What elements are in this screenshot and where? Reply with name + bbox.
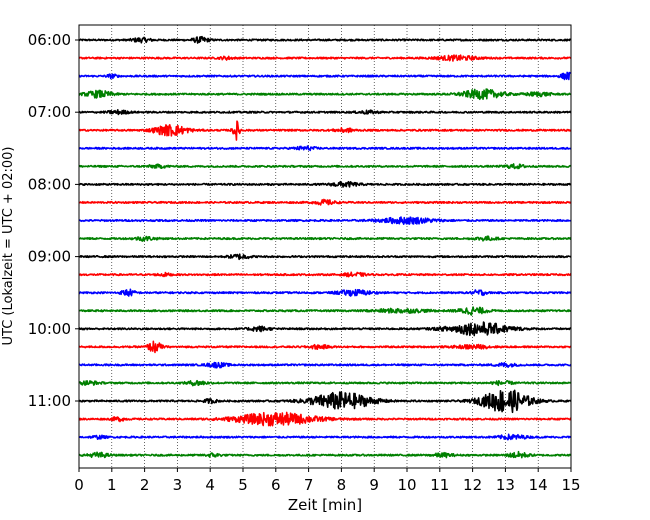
x-tick-label: 9 xyxy=(369,476,379,494)
seismogram-trace-20 xyxy=(79,389,571,414)
y-axis-ticks: 06:00 07:00 08:00 09:00 10:00 11:00 xyxy=(28,31,79,410)
x-tick-label: 6 xyxy=(271,476,281,494)
y-tick-label: 08:00 xyxy=(28,175,71,193)
x-tick-label: 5 xyxy=(238,476,248,494)
seismogram-trace-5 xyxy=(79,120,571,141)
y-tick-label: 09:00 xyxy=(28,248,71,266)
seismogram-trace-14 xyxy=(79,288,571,297)
x-tick-label: 2 xyxy=(140,476,150,494)
x-tick-label: 14 xyxy=(529,476,548,494)
x-tick-label: 4 xyxy=(205,476,215,494)
x-tick-label: 12 xyxy=(463,476,482,494)
seismogram-trace-10 xyxy=(79,216,571,226)
seismogram-trace-6 xyxy=(79,145,571,152)
y-axis-label: UTC (Lokalzeit = UTC + 02:00) xyxy=(1,147,16,346)
seismogram-trace-19 xyxy=(79,379,571,387)
seismogram-trace-15 xyxy=(79,306,571,316)
x-axis-label: Zeit [min] xyxy=(288,496,362,514)
x-tick-label: 7 xyxy=(304,476,314,494)
seismogram-trace-2 xyxy=(79,71,571,81)
seismogram-trace-7 xyxy=(79,163,571,170)
x-tick-label: 8 xyxy=(337,476,347,494)
seismogram-trace-17 xyxy=(79,340,571,354)
x-tick-label: 11 xyxy=(430,476,449,494)
y-tick-label: 10:00 xyxy=(28,320,71,338)
x-tick-label: 0 xyxy=(74,476,84,494)
x-tick-label: 10 xyxy=(397,476,416,494)
x-axis-ticks: 0 1 2 3 4 5 6 7 8 9 10 11 12 13 14 15 xyxy=(74,468,581,494)
seismogram-trace-18 xyxy=(79,361,571,369)
seismogram-trace-4 xyxy=(79,109,571,116)
x-tick-label: 3 xyxy=(173,476,183,494)
seismogram-trace-0 xyxy=(79,35,571,44)
x-tick-label: 13 xyxy=(496,476,515,494)
x-tick-label: 1 xyxy=(107,476,117,494)
seismogram-trace-21 xyxy=(79,411,571,427)
seismogram-trace-3 xyxy=(79,88,571,101)
plot-frame xyxy=(78,24,572,469)
x-tick-label: 15 xyxy=(561,476,580,494)
seismogram-trace-13 xyxy=(79,271,571,278)
y-tick-label: 06:00 xyxy=(28,31,71,49)
seismogram-trace-1 xyxy=(79,54,571,62)
seismogram-trace-23 xyxy=(79,450,571,459)
seismogram-trace-9 xyxy=(79,198,571,206)
trace-layer xyxy=(79,35,571,459)
seismogram-trace-12 xyxy=(79,253,571,261)
y-tick-label: 07:00 xyxy=(28,103,71,121)
seismogram-trace-16 xyxy=(79,321,571,337)
y-tick-label: 11:00 xyxy=(28,392,71,410)
seismogram-trace-8 xyxy=(79,180,571,188)
seismogram-trace-22 xyxy=(79,433,571,441)
seismogram-trace-11 xyxy=(79,235,571,242)
